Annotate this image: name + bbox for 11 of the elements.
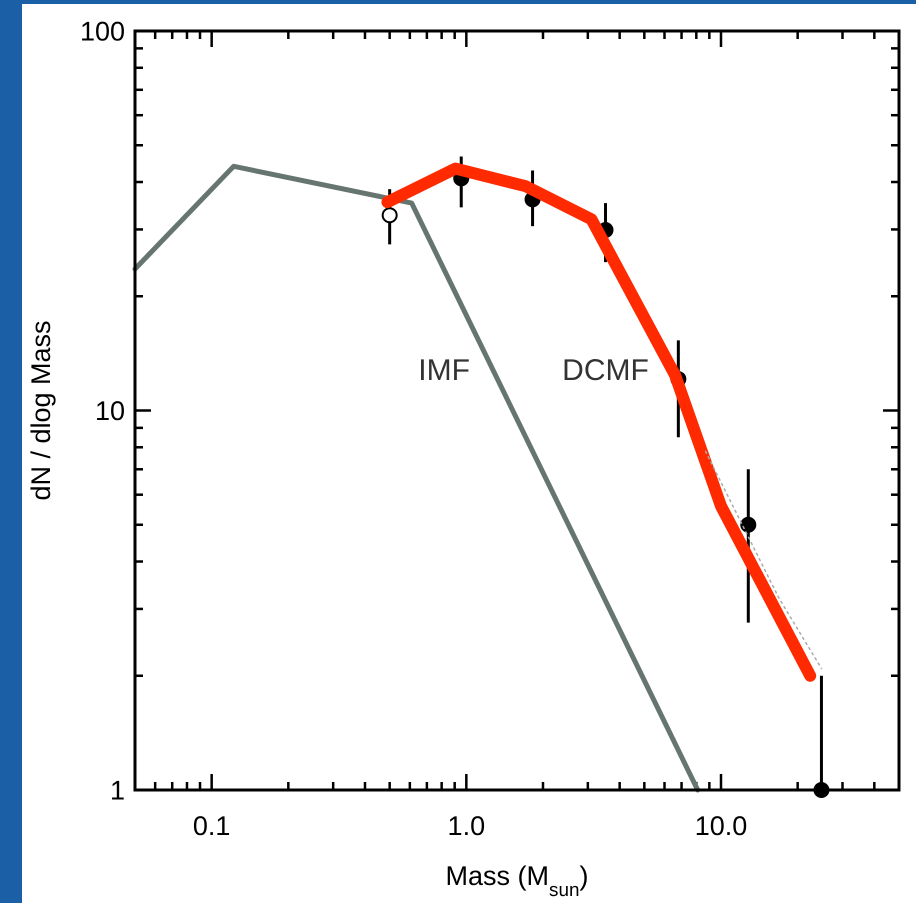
x-axis-title: Mass (M$_{sun}$) [446,861,588,900]
point [740,516,756,533]
x-tick-label: 10.0 [694,811,748,841]
y-tick-label: 1 [110,775,125,806]
y-tick-label: 100 [80,16,125,46]
y-axis-title: dN / dlog Mass [26,320,56,501]
x-tick-label: 1.0 [448,811,486,841]
series-label: DCMF [562,354,649,388]
y-tick-label: 10 [94,396,125,426]
series-label: IMF [418,354,470,388]
x-tick-label: 0.1 [192,811,230,841]
